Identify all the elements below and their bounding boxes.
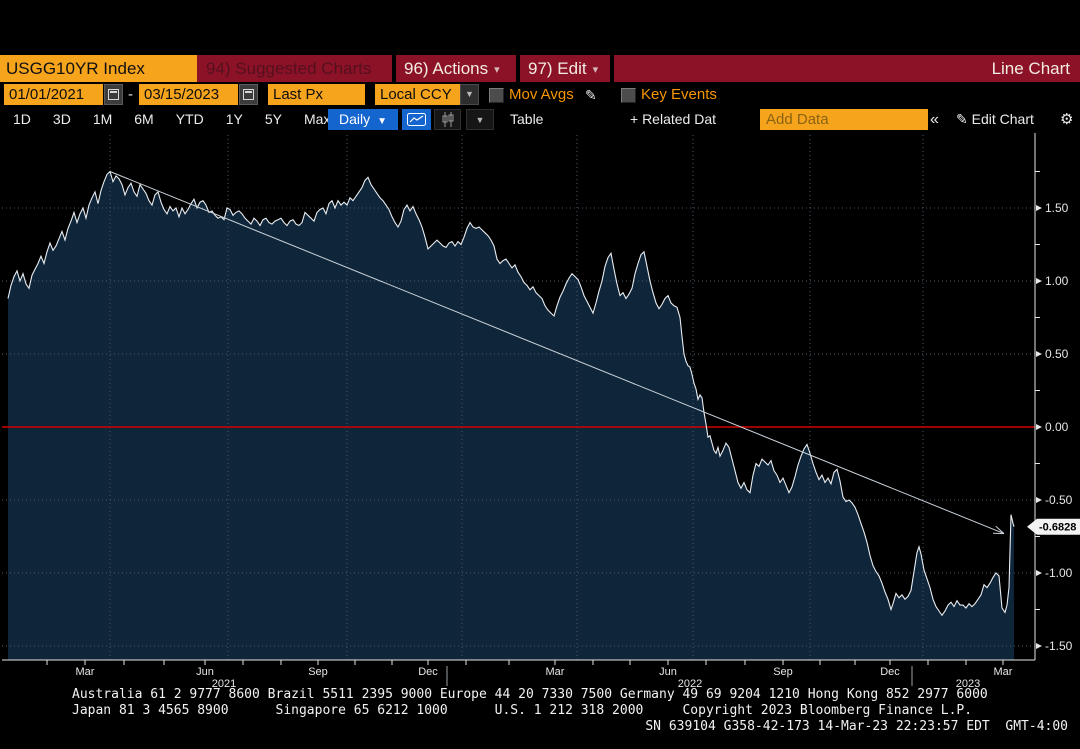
y-tick-label: 0.00 <box>1045 420 1069 434</box>
last-price-value: -0.6828 <box>1039 522 1076 534</box>
last-price-badge <box>1027 518 1080 535</box>
y-tick-marker <box>1036 424 1042 430</box>
price-line-chart[interactable]: 1.50 1.00 0.50 0.00 -0.50 -1.00 -1.50 Mar Jun Sep… <box>0 131 1080 691</box>
collapse-panel-button[interactable]: « <box>930 111 939 128</box>
x-month-label: Jun <box>196 666 214 678</box>
x-year-label: 2021 <box>212 678 236 690</box>
x-month-label: Dec <box>418 666 438 678</box>
x-month-label: Sep <box>308 666 328 678</box>
date-range-row: 01/01/2021 - 03/15/2023 Last Px Local CC… <box>0 82 1080 108</box>
chevron-down-icon: ▾ <box>592 64 599 76</box>
period-dropdown[interactable]: Daily ▼ <box>328 109 398 130</box>
start-date-field[interactable]: 01/01/2021 <box>4 84 103 105</box>
chart-type-dropdown[interactable]: ▼ <box>466 109 494 130</box>
mov-avgs-label: Mov Avgs <box>509 86 574 103</box>
currency-selector[interactable]: Local CCY <box>375 84 460 105</box>
security-ticker-field[interactable]: USGG10YR Index <box>0 55 197 82</box>
end-date-field[interactable]: 03/15/2023 <box>139 84 238 105</box>
trend-arrow <box>109 171 1005 535</box>
date-range-separator: - <box>128 86 133 103</box>
calendar-icon <box>243 89 254 100</box>
add-data-input[interactable]: Add Data <box>760 109 928 130</box>
chevron-down-icon: ▼ <box>377 116 388 127</box>
x-month-label: Mar <box>546 666 565 678</box>
menu-edit[interactable]: 97) Edit ▾ <box>528 55 598 82</box>
title-bar: USGG10YR Index 94) Suggested Charts 96) … <box>0 55 1080 82</box>
y-tick-marker <box>1036 643 1042 649</box>
start-date-calendar-button[interactable] <box>104 84 123 105</box>
currency-dropdown-button[interactable]: ▼ <box>460 84 479 105</box>
y-tick-label: -1.00 <box>1045 566 1073 580</box>
y-tick-label: 1.50 <box>1045 201 1069 215</box>
range-button-ytd[interactable]: YTD <box>175 111 204 127</box>
period-label: Daily <box>338 111 371 127</box>
footer-terminal-info: SN 639104 G358-42-173 14-Mar-23 22:23:57… <box>645 719 1068 734</box>
chart-toolbar: 1D 3D 1M 6M YTD 1Y 5Y Max Daily ▼ ▼ Table + Rela… <box>0 108 1080 131</box>
x-month-label: Mar <box>994 666 1013 678</box>
y-tick-marker <box>1036 570 1042 576</box>
menu-suggested-charts[interactable]: 94) Suggested Charts <box>206 59 372 78</box>
x-month-label: Sep <box>773 666 793 678</box>
y-tick-label: 1.00 <box>1045 274 1069 288</box>
key-events-label: Key Events <box>641 86 717 103</box>
menu-edit-label: 97) Edit <box>528 59 587 78</box>
titlebar-divider <box>610 55 614 82</box>
menu-actions[interactable]: 96) Actions ▾ <box>404 55 500 82</box>
key-events-checkbox[interactable] <box>621 88 636 103</box>
y-tick-label: -0.50 <box>1045 493 1073 507</box>
range-button-1m[interactable]: 1M <box>92 111 113 127</box>
mov-avgs-checkbox[interactable] <box>489 88 504 103</box>
series-line <box>7 170 1015 617</box>
settings-gear-icon[interactable]: ⚙ <box>1060 111 1074 128</box>
range-button-1d[interactable]: 1D <box>13 111 31 127</box>
titlebar-divider <box>392 55 396 82</box>
calendar-icon <box>108 89 119 100</box>
price-field-selector[interactable]: Last Px <box>268 84 365 105</box>
table-button[interactable]: Table <box>510 111 544 127</box>
range-button-3d[interactable]: 3D <box>52 111 71 127</box>
line-chart-type-button[interactable] <box>402 109 431 130</box>
range-button-6m[interactable]: 6M <box>134 111 154 127</box>
range-buttons: 1D 3D 1M 6M YTD 1Y 5Y Max <box>2 108 341 131</box>
y-tick-marker <box>1036 205 1042 211</box>
y-tick-marker <box>1036 278 1042 284</box>
x-year-label: 2023 <box>956 678 980 690</box>
line-chart-icon <box>407 113 426 126</box>
series-area <box>8 171 1014 660</box>
footer-contact-line1: Australia 61 2 9777 8600 Brazil 5511 239… <box>72 687 988 702</box>
x-month-label: Jun <box>659 666 677 678</box>
chart-type-title: Line Chart <box>991 59 1070 78</box>
y-tick-marker <box>1036 497 1042 503</box>
trend-arrow-head <box>995 525 1005 534</box>
end-date-calendar-button[interactable] <box>239 84 258 105</box>
footer-contact-line2: Japan 81 3 4565 8900 Singapore 65 6212 1… <box>72 703 973 718</box>
related-data-button[interactable]: + Related Dat <box>630 111 716 127</box>
chevron-down-icon: ▾ <box>494 64 500 76</box>
edit-chart-button[interactable]: ✎ Edit Chart <box>956 111 1034 127</box>
x-month-label: Dec <box>880 666 900 678</box>
y-tick-marker <box>1036 351 1042 357</box>
candlestick-chart-type-button[interactable] <box>434 109 461 130</box>
menu-actions-label: 96) Actions <box>404 59 489 78</box>
x-month-label: Mar <box>76 666 95 678</box>
range-button-1y[interactable]: 1Y <box>225 111 243 127</box>
pencil-icon[interactable]: ✎ <box>585 87 597 103</box>
candlestick-icon <box>442 112 453 127</box>
y-tick-label: 0.50 <box>1045 347 1069 361</box>
titlebar-divider <box>516 55 520 82</box>
y-tick-label: -1.50 <box>1045 639 1073 653</box>
range-button-5y[interactable]: 5Y <box>264 111 282 127</box>
x-year-label: 2022 <box>678 678 702 690</box>
range-button-max[interactable]: Max <box>303 111 331 127</box>
